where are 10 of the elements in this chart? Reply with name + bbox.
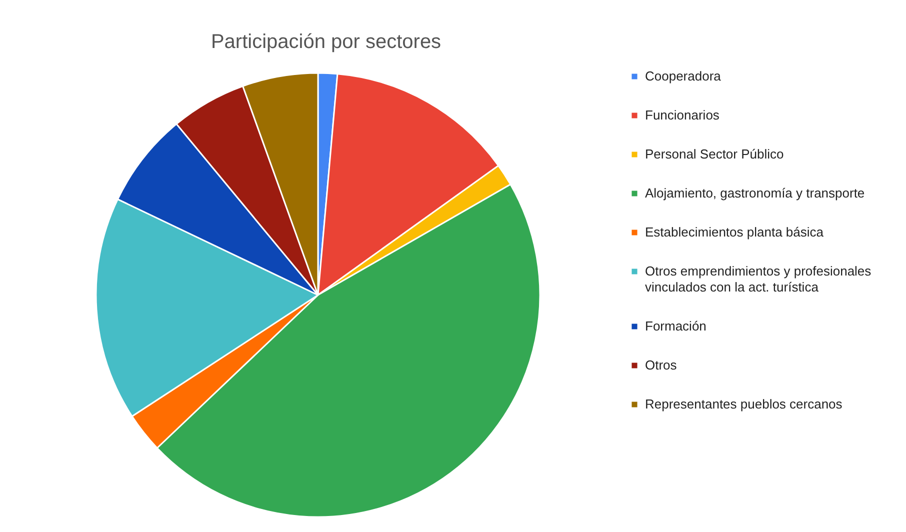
legend-label: Establecimientos planta básica [645, 224, 824, 240]
legend-label: Cooperadora [645, 68, 722, 84]
legend-label: Otros [645, 358, 678, 372]
legend-label: Representantes pueblos cercanos [645, 396, 843, 412]
legend-label: Funcionarios [645, 108, 720, 122]
legend-label: Formación [645, 318, 706, 334]
legend-label: Personal Sector Público [645, 146, 784, 162]
chart-title: Participación por sectores [210, 31, 442, 53]
legend-label: Otros emprendimientos y profesionales vinculados con la act. turística [645, 264, 872, 294]
legend-label: Alojamiento, gastronomía y transporte [645, 186, 865, 200]
